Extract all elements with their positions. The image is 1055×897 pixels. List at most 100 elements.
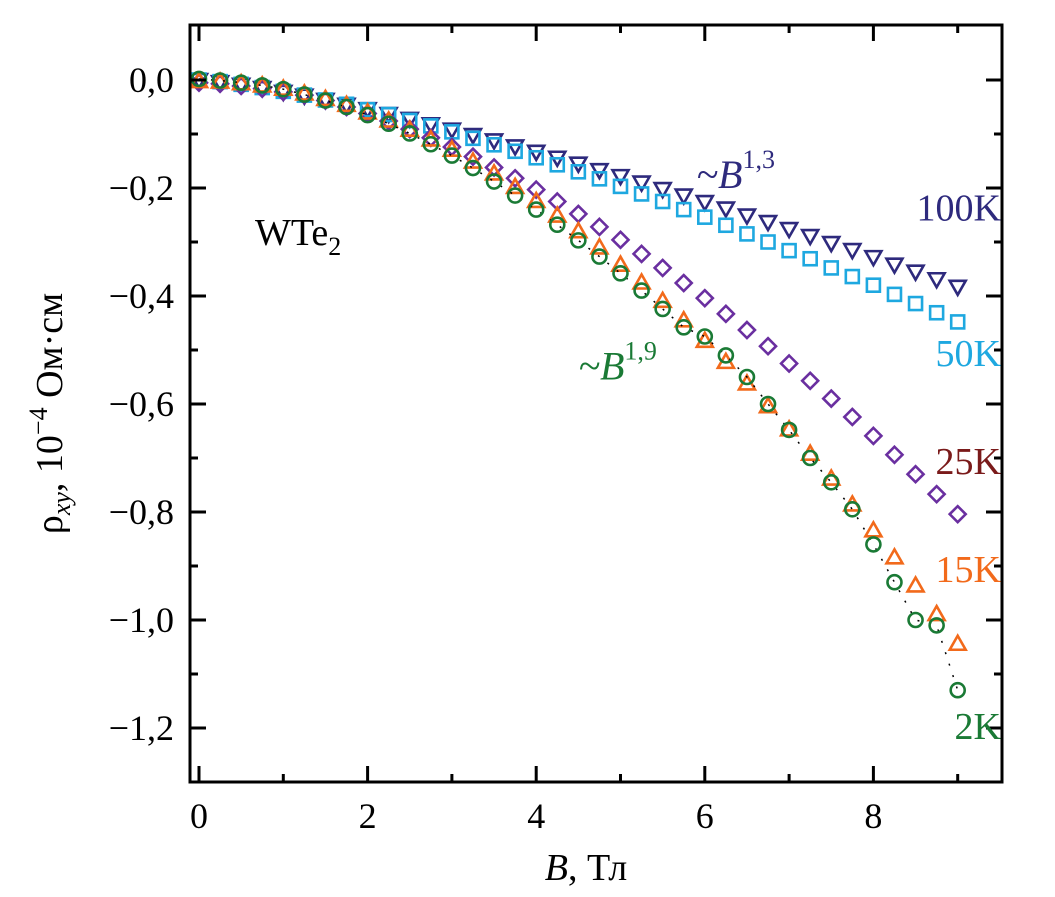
- data-point-triangle-down: [757, 214, 779, 233]
- data-point-triangle-down: [504, 139, 526, 158]
- data-point-triangle-up: [863, 519, 884, 538]
- data-point-triangle-down: [926, 271, 947, 290]
- data-point-triangle-down: [631, 175, 652, 194]
- data-point-circle: [527, 201, 545, 218]
- data-point-diamond: [800, 370, 821, 391]
- data-point-circle: [401, 125, 419, 142]
- data-point-circle: [654, 300, 671, 318]
- data-point-circle: [633, 282, 650, 299]
- data-point-diamond: [926, 484, 947, 505]
- x-axis-unit: , Тл: [568, 847, 627, 889]
- data-point-triangle-down: [799, 228, 821, 247]
- y-tick-label: −0,6: [109, 384, 174, 424]
- data-point-triangle-down: [947, 279, 968, 298]
- data-point-diamond: [905, 464, 926, 485]
- data-point-diamond: [652, 258, 673, 278]
- series-2k: [190, 70, 967, 699]
- data-point-circle: [822, 473, 840, 491]
- y-tick-label: 0,0: [129, 60, 174, 100]
- data-point-square: [444, 124, 460, 140]
- annotation-exponent: 1,9: [624, 337, 657, 366]
- data-point-triangle-up: [315, 88, 336, 107]
- data-point-circle: [296, 86, 313, 103]
- series-label-15k: 15K: [936, 549, 1002, 591]
- series-label-2k: 2K: [955, 706, 1002, 748]
- data-point-diamond: [399, 119, 420, 139]
- data-point-circle: [759, 395, 777, 413]
- data-point-diamond: [884, 444, 905, 465]
- data-point-circle: [949, 681, 967, 699]
- data-point-triangle-up: [547, 204, 568, 223]
- data-point-square: [928, 304, 945, 321]
- data-point-circle: [380, 115, 397, 133]
- y-tick-label: −0,4: [109, 276, 174, 316]
- data-point-square: [760, 234, 776, 250]
- data-point-triangle-up: [462, 150, 484, 169]
- data-point-circle: [443, 147, 461, 164]
- y-axis-title: ρxy, 10−4 Ом·см: [24, 293, 76, 534]
- data-point-triangle-up: [568, 220, 589, 239]
- x-tick-label: 4: [527, 796, 545, 836]
- x-tick-label: 8: [864, 796, 882, 836]
- data-point-circle: [464, 159, 482, 177]
- power-law-annotations: ~B1,3~B1,9: [578, 145, 775, 389]
- data-point-circle: [928, 617, 945, 634]
- data-point-diamond: [842, 407, 863, 427]
- series-50k: [191, 72, 966, 330]
- data-point-triangle-up: [357, 101, 378, 120]
- x-tick-label: 0: [190, 796, 208, 836]
- annotation-base: ~B: [578, 344, 624, 389]
- series-25k: [189, 72, 968, 524]
- data-point-circle: [591, 248, 608, 265]
- data-point-square: [528, 149, 545, 166]
- y-axis-symbol: ρ: [29, 515, 71, 534]
- data-point-triangle-down: [842, 242, 863, 261]
- data-point-triangle-up: [905, 574, 926, 593]
- data-point-circle: [696, 328, 714, 345]
- plot-frame: [188, 23, 1004, 784]
- data-point-diamond: [758, 336, 778, 357]
- data-point-triangle-up: [610, 254, 631, 272]
- data-point-circle: [907, 611, 924, 629]
- data-point-triangle-up: [504, 176, 526, 195]
- data-point-triangle-down: [905, 264, 926, 283]
- data-point-square: [465, 130, 481, 147]
- data-point-circle: [422, 135, 440, 153]
- data-point-diamond: [568, 204, 589, 224]
- data-point-diamond: [737, 320, 757, 340]
- data-point-diamond: [589, 217, 610, 237]
- data-point-circle: [865, 536, 882, 553]
- x-axis-variable: B: [545, 847, 568, 889]
- data-point-triangle-down: [821, 235, 842, 254]
- data-point-circle: [780, 421, 798, 439]
- data-point-triangle-up: [947, 633, 968, 652]
- data-point-triangle-down: [778, 221, 800, 240]
- data-point-circle: [506, 187, 524, 204]
- data-point-triangle-up: [273, 78, 294, 96]
- annotation-base: ~B: [696, 152, 742, 197]
- sample-formula: WTe: [255, 212, 328, 254]
- data-point-circle: [253, 77, 271, 94]
- data-point-circle: [274, 80, 292, 98]
- series-100k: [188, 72, 968, 298]
- data-point-circle: [485, 173, 503, 190]
- data-point-square: [549, 156, 566, 173]
- data-point-triangle-down: [441, 122, 463, 141]
- data-point-triangle-down: [736, 208, 758, 227]
- data-point-diamond: [463, 146, 483, 167]
- data-point-circle: [738, 368, 756, 386]
- series-layer: [188, 70, 968, 699]
- series-label-100k: 100K: [917, 187, 1002, 229]
- y-tick-label: −0,2: [109, 168, 174, 208]
- data-point-triangle-up: [294, 82, 315, 101]
- data-point-diamond: [673, 273, 694, 293]
- data-point-square: [802, 250, 818, 267]
- data-point-square: [823, 260, 840, 276]
- series-labels: 100K 50K 25K 15K 2K: [917, 187, 1002, 747]
- x-tick-label: 6: [696, 796, 714, 836]
- data-point-circle: [717, 347, 735, 364]
- data-point-circle: [211, 72, 229, 89]
- power-law-annotation: ~B1,9: [578, 337, 657, 389]
- data-point-square: [507, 143, 523, 160]
